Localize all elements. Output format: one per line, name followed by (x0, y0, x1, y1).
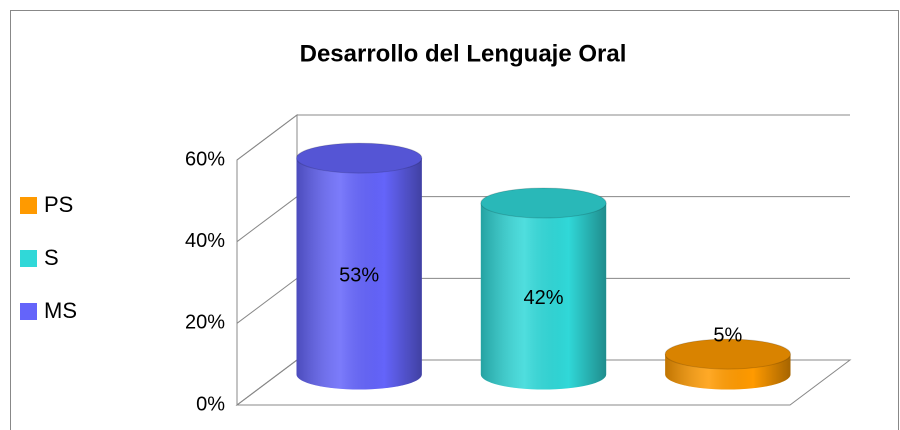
y-tick-label: 40% (185, 230, 225, 252)
data-label: 42% (523, 287, 563, 309)
bar-top (664, 338, 792, 370)
legend-swatch (20, 197, 37, 214)
legend-label: S (44, 245, 59, 270)
bar-top (295, 142, 423, 174)
y-tick-label: 20% (185, 312, 225, 334)
shading (480, 203, 607, 390)
legend-label: MS (44, 298, 77, 323)
y-tick-label: 60% (185, 148, 225, 170)
chart-title: Desarrollo del Lenguaje Oral (300, 40, 627, 67)
data-label: 53% (339, 265, 379, 287)
legend-swatch (20, 303, 37, 320)
data-label: 5% (713, 324, 742, 346)
shading (296, 158, 422, 390)
y-tick-label: 0% (196, 393, 225, 415)
bar-top (480, 187, 607, 219)
legend-swatch (20, 250, 37, 267)
legend-label: PS (44, 192, 73, 217)
grid-line (236, 114, 850, 161)
